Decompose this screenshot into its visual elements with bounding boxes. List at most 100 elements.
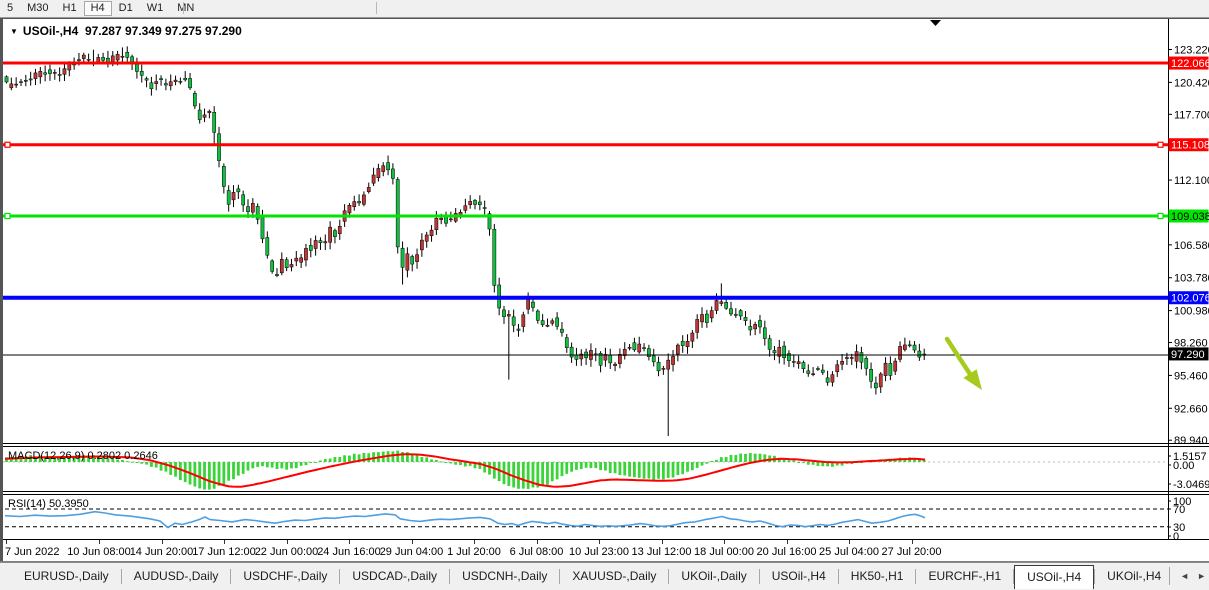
time-tick bbox=[911, 540, 913, 544]
tab-xauusd-daily[interactable]: XAUUSD-,Daily bbox=[572, 569, 657, 583]
chart-tabs: EURUSD-,Daily AUDUSD-,Daily USDCHF-,Daily U… bbox=[0, 563, 1173, 590]
chart-tab-bar: EURUSD-,Daily AUDUSD-,Daily USDCHF-,Daily U… bbox=[0, 562, 1209, 590]
hline-support-109[interactable] bbox=[3, 212, 1168, 220]
time-tick bbox=[724, 540, 725, 544]
tab-separator bbox=[559, 569, 561, 584]
price-chart-pane[interactable] bbox=[3, 19, 1168, 443]
toolbar-separator bbox=[183, 2, 184, 14]
timeframe-button-d1[interactable]: D1 bbox=[118, 2, 133, 14]
tab-hk50-h1[interactable]: HK50-,H1 bbox=[850, 569, 904, 583]
time-label: 18 Jul 00:00 bbox=[694, 546, 754, 558]
timeframe-button-m30[interactable]: M30 bbox=[27, 2, 49, 14]
time-label: 14 Jun 20:00 bbox=[129, 546, 194, 558]
chart-frame-border bbox=[0, 18, 3, 562]
macd-label: MACD(12,26,9) 0.2802 0.2646 bbox=[8, 450, 158, 462]
time-tick bbox=[536, 540, 538, 544]
time-tick bbox=[286, 540, 288, 544]
tab-separator bbox=[339, 569, 341, 584]
time-tick bbox=[99, 540, 100, 544]
svg-text:122.066: 122.066 bbox=[1171, 58, 1209, 70]
rsi-axis-label: 30 bbox=[1173, 522, 1185, 534]
macd-axis-label: 0.00 bbox=[1173, 460, 1194, 472]
autoscroll-triangle-icon bbox=[930, 20, 941, 26]
timeframe-button-h1[interactable]: H1 bbox=[62, 2, 77, 14]
price-tick-label: 103.780 bbox=[1174, 273, 1209, 285]
price-axis[interactable]: 123.220 120.420 117.700 112.100 106.580 103.7… bbox=[1168, 19, 1209, 540]
rsi-indicator-pane[interactable]: RSI(14) 50.3950 bbox=[3, 495, 1168, 539]
rsi-label: RSI(14) 50.3950 bbox=[8, 498, 89, 510]
time-tick bbox=[411, 540, 413, 544]
svg-text:115.108: 115.108 bbox=[1171, 140, 1209, 152]
scroll-right-icon[interactable]: ► bbox=[1197, 571, 1206, 581]
price-badge-109.038: 109.038 bbox=[1168, 209, 1209, 223]
timeframe-button-mn[interactable]: MN bbox=[177, 2, 195, 14]
tab-usdcad-daily[interactable]: USDCAD-,Daily bbox=[352, 569, 438, 583]
tab-separator bbox=[1013, 569, 1015, 584]
hline-resistance-115[interactable] bbox=[3, 141, 1168, 148]
price-badge-97.290: 97.290 bbox=[1168, 347, 1209, 361]
price-tick-label: 123.220 bbox=[1174, 45, 1209, 57]
time-tick bbox=[6, 540, 7, 544]
price-tick-label: 95.460 bbox=[1174, 370, 1208, 382]
rsi-axis-label: 70 bbox=[1173, 504, 1185, 516]
price-tick-label: 100.980 bbox=[1174, 306, 1209, 318]
pane-separator[interactable] bbox=[3, 494, 1209, 495]
symbol-dropdown-icon[interactable]: ▼ bbox=[10, 27, 18, 36]
rsi-axis-label: 100 bbox=[1173, 496, 1191, 508]
price-badge-115.108: 115.108 bbox=[1168, 138, 1209, 152]
time-label: 22 Jun 00:00 bbox=[254, 546, 319, 558]
tab-separator bbox=[758, 569, 760, 584]
tab-audusd-daily[interactable]: AUDUSD-,Daily bbox=[133, 569, 219, 583]
time-label: 10 Jun 08:00 bbox=[67, 546, 131, 558]
time-tick bbox=[349, 540, 350, 544]
price-badge-102.076: 102.076 bbox=[1168, 291, 1209, 305]
time-label: 25 Jul 04:00 bbox=[819, 546, 879, 558]
time-label: 10 Jul 23:00 bbox=[569, 546, 629, 558]
time-label: 13 Jul 12:00 bbox=[631, 546, 692, 558]
tab-separator bbox=[1094, 569, 1096, 584]
down-arrow-object[interactable] bbox=[944, 336, 982, 390]
time-tick bbox=[849, 540, 850, 544]
price-tick-label: 89.940 bbox=[1174, 435, 1208, 447]
scroll-left-icon[interactable]: ◄ bbox=[1180, 571, 1190, 581]
timeframe-button-w1[interactable]: W1 bbox=[146, 2, 164, 14]
time-axis[interactable]: 7 Jun 2022 10 Jun 08:00 14 Jun 20:00 17 Jun… bbox=[3, 540, 1168, 561]
price-tick-label: 117.700 bbox=[1174, 109, 1209, 121]
pane-separator[interactable] bbox=[3, 491, 1209, 492]
macd-axis-label: -3.0469 bbox=[1173, 479, 1209, 491]
pane-separator[interactable] bbox=[3, 446, 1209, 447]
tab-usoil-h4[interactable]: USOil-,H4 bbox=[1014, 565, 1095, 589]
tab-usoil-h4[interactable]: USOil-,H4 bbox=[771, 569, 826, 583]
time-label: 24 Jun 16:00 bbox=[317, 546, 381, 558]
time-tick bbox=[786, 540, 788, 544]
chart-frame-border bbox=[0, 18, 1209, 19]
tab-separator bbox=[668, 569, 670, 584]
timeframe-button-5[interactable]: 5 bbox=[7, 2, 14, 14]
timeframe-button-h4[interactable]: H4 bbox=[83, 1, 112, 16]
tab-separator bbox=[915, 569, 917, 584]
time-tick bbox=[474, 540, 475, 544]
chart-frame-border bbox=[0, 561, 1209, 562]
macd-indicator-pane[interactable]: MACD(12,26,9) 0.2802 0.2646 bbox=[3, 447, 1168, 491]
tab-eurusd-daily[interactable]: EURUSD-,Daily bbox=[24, 569, 109, 583]
tab-separator bbox=[837, 569, 839, 584]
price-badge-122.066: 122.066 bbox=[1168, 56, 1209, 70]
rsi-line bbox=[4, 510, 926, 529]
pane-separator[interactable] bbox=[3, 443, 1209, 444]
tab-ukoil-daily[interactable]: UKOil-,Daily bbox=[681, 569, 747, 583]
time-label: 27 Jul 20:00 bbox=[881, 546, 942, 558]
chart-title[interactable]: ▼ USOil-,H4 97.287 97.349 97.275 97.290 bbox=[10, 24, 242, 38]
tab-separator bbox=[449, 569, 451, 584]
pane-separator bbox=[3, 539, 1209, 540]
tab-usdchf-daily[interactable]: USDCHF-,Daily bbox=[243, 569, 328, 583]
tab-eurchf-h1[interactable]: EURCHF-,H1 bbox=[928, 569, 1002, 583]
time-label: 29 Jun 04:00 bbox=[379, 546, 444, 558]
tab-ukoil-h4[interactable]: UKOil-,H4 bbox=[1107, 569, 1162, 583]
time-label: 6 Jul 08:00 bbox=[509, 546, 564, 558]
time-tick bbox=[161, 540, 163, 544]
price-tick-label: 120.420 bbox=[1174, 77, 1209, 89]
time-tick bbox=[224, 540, 225, 544]
tab-usdcnh-daily[interactable]: USDCNH-,Daily bbox=[462, 569, 548, 583]
candles bbox=[4, 46, 927, 436]
